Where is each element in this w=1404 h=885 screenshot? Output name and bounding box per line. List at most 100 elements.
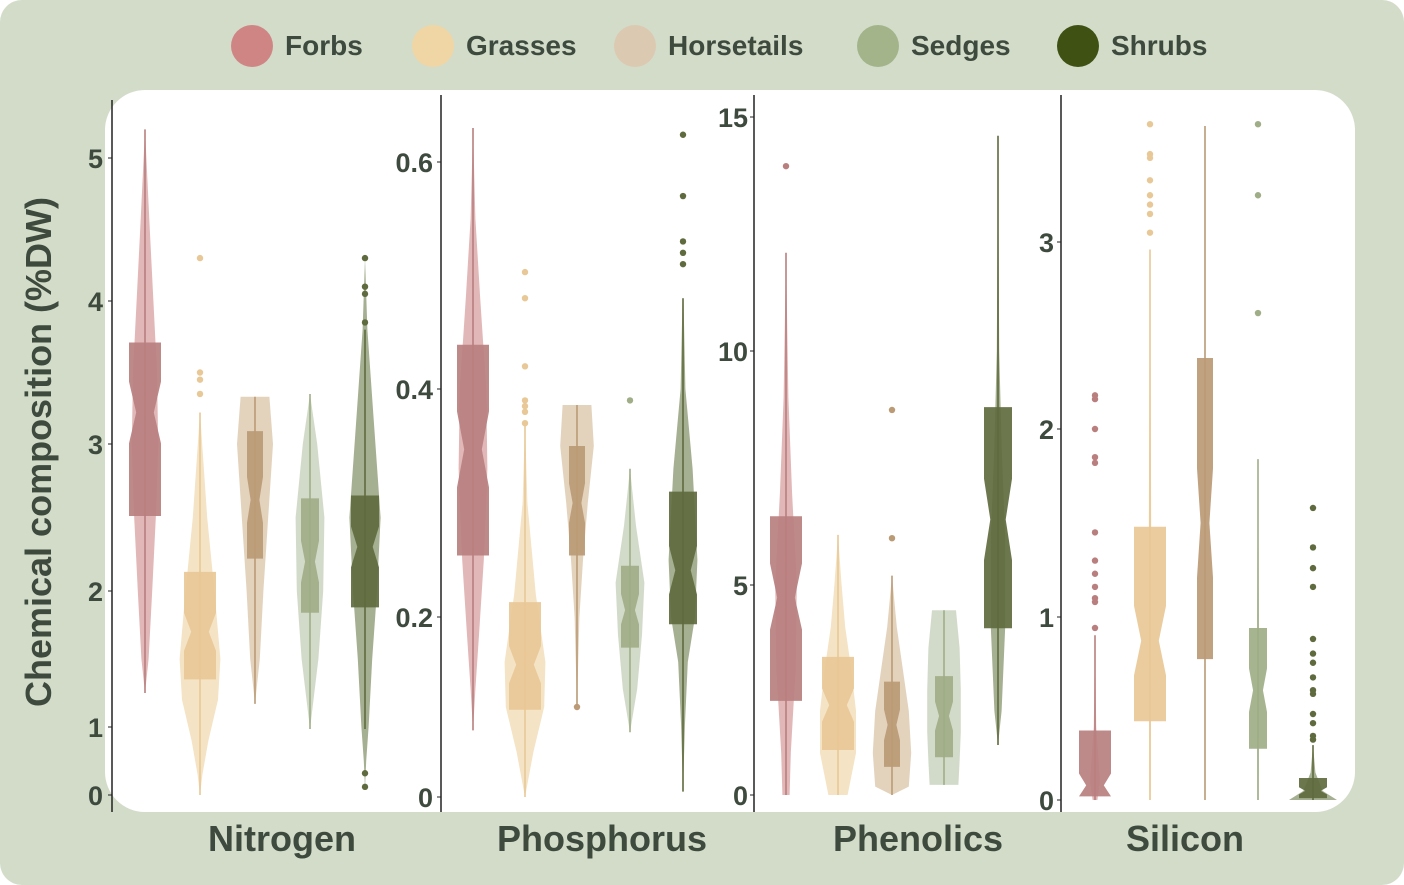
box-forbs [457,344,489,556]
outlier-point-grasses [196,369,204,376]
y-tick-label: 0 [418,783,433,813]
outlier-point-grasses [521,420,529,427]
outlier-point-shrubs [361,283,369,290]
outlier-point-forbs [1091,557,1099,564]
legend-label: Sedges [911,30,1011,61]
legend-item-horsetails: Horsetails [614,24,803,68]
outlier-point-shrubs [361,319,369,326]
outlier-point-horsetails [888,406,896,414]
box-sedges [621,565,639,648]
outlier-point-shrubs [1309,659,1317,666]
y-tick-label: 4 [88,287,103,317]
outlier-point-forbs [1091,459,1099,467]
outlier-point-grasses [196,376,204,383]
outlier-point-grasses [1146,150,1154,158]
panel-title-phosphorus: Phosphorus [496,818,707,859]
box-shrubs [351,495,379,608]
outlier-point-shrubs [361,770,369,777]
y-tick-label: 0 [1039,786,1054,816]
panel-title-phenolics: Phenolics [832,818,1004,859]
outlier-point-shrubs [679,131,687,138]
outlier-point-grasses [1146,229,1154,236]
outlier-point-grasses [1146,177,1154,184]
legend-label: Shrubs [1111,30,1208,61]
box-sedges [1249,627,1267,749]
outlier-point-shrubs [361,783,369,791]
outlier-point-forbs [1091,454,1099,461]
outlier-point-forbs [1091,583,1099,591]
outlier-point-forbs [1091,529,1099,536]
box-horsetails [1197,357,1213,660]
y-tick-label: 5 [733,571,748,601]
y-tick-label: 3 [1039,228,1054,258]
legend-item-forbs: Forbs [231,24,363,68]
panel-title-nitrogen: Nitrogen [208,818,356,859]
outlier-point-grasses [521,402,529,410]
legend-dot-icon [857,25,899,67]
y-tick-label: 1 [88,713,103,743]
outlier-point-shrubs [1309,635,1317,643]
y-tick-label: 0.2 [395,603,433,633]
outlier-point-shrubs [679,249,687,256]
outlier-point-forbs [1091,570,1099,577]
outlier-point-sedges [1254,309,1262,317]
outlier-point-shrubs [679,238,687,245]
box-sedges [301,498,319,613]
outlier-point-sedges [626,397,634,404]
outlier-point-forbs [782,162,790,170]
outlier-point-shrubs [1309,544,1317,551]
outlier-point-grasses [521,408,529,415]
outlier-point-sedges [1254,192,1262,199]
outlier-point-shrubs [1309,710,1317,718]
y-tick-label: 10 [718,337,748,367]
y-tick-label: 2 [88,577,103,607]
box-shrubs [669,491,697,625]
outlier-point-horsetails [888,535,896,542]
outlier-point-shrubs [1309,674,1317,681]
box-shrubs [984,407,1012,629]
legend-label: Forbs [285,30,363,61]
outlier-point-forbs [1091,392,1099,399]
outlier-point-grasses [1146,201,1154,208]
legend: Forbs Grasses Horsetails Sedges Shrubs [0,24,1404,68]
y-tick-label: 5 [88,144,103,174]
outlier-point-grasses [521,363,529,370]
outlier-point-shrubs [361,290,369,298]
outlier-point-grasses [1146,120,1154,128]
outlier-point-shrubs [1309,719,1317,727]
box-forbs [770,516,802,701]
outlier-point-grasses [521,295,529,302]
outlier-point-shrubs [361,254,369,262]
outlier-point-shrubs [1309,732,1317,740]
outlier-point-grasses [196,254,204,262]
outlier-point-forbs [1091,595,1099,602]
box-horsetails [884,681,900,767]
box-forbs [1079,730,1111,797]
legend-dot-icon [614,25,656,67]
y-tick-label: 0 [733,781,748,811]
outlier-point-horsetails [573,703,581,711]
outlier-point-grasses [1146,210,1154,218]
outlier-point-shrubs [1309,504,1317,512]
y-tick-label: 3 [88,430,103,460]
box-grasses [184,571,216,680]
outlier-point-grasses [196,390,204,398]
outlier-point-grasses [521,397,529,404]
legend-item-sedges: Sedges [857,24,1011,68]
legend-item-shrubs: Shrubs [1057,24,1207,68]
y-tick-label: 0.4 [395,375,433,405]
outlier-point-grasses [1146,192,1154,199]
outlier-point-shrubs [679,260,687,268]
box-shrubs [1299,778,1327,799]
outlier-point-grasses [521,268,529,276]
outlier-point-shrubs [1309,687,1317,694]
legend-dot-icon [1057,25,1099,67]
box-grasses [1134,526,1166,722]
panel-title-silicon: Silicon [1125,818,1245,859]
y-tick-label: 15 [718,103,748,133]
legend-label: Grasses [466,30,577,61]
outlier-point-shrubs [1309,564,1317,572]
y-tick-label: 1 [1039,603,1054,633]
y-tick-label: 0.6 [395,148,433,178]
